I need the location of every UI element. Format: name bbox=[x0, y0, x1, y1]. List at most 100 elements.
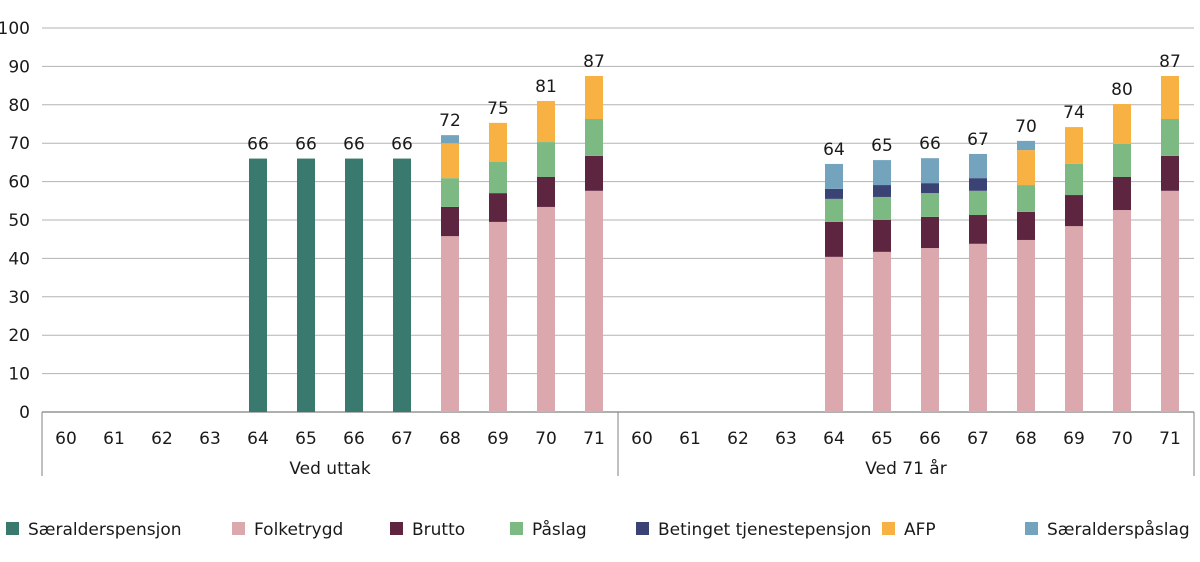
bar-segment bbox=[1017, 211, 1035, 240]
legend-label: Folketrygd bbox=[254, 520, 343, 540]
y-tick-label: 100 bbox=[0, 19, 30, 39]
bar-segment bbox=[441, 236, 459, 412]
total-label: 74 bbox=[1063, 103, 1085, 123]
bar-segment bbox=[825, 163, 843, 189]
bar-segment bbox=[825, 256, 843, 412]
legend-label: Betinget tjenestepensjon bbox=[658, 520, 871, 540]
x-tick-label: 64 bbox=[247, 429, 269, 449]
bar-segment bbox=[1113, 143, 1131, 177]
bar-segment bbox=[1065, 127, 1083, 164]
total-label: 64 bbox=[823, 140, 845, 160]
bar-segment bbox=[537, 176, 555, 207]
legend-swatch bbox=[510, 522, 523, 535]
bar-segment bbox=[1113, 104, 1131, 144]
bar-segment bbox=[873, 196, 891, 220]
bar-segment bbox=[873, 160, 891, 186]
total-label: 67 bbox=[967, 130, 989, 150]
bar-segment bbox=[1065, 163, 1083, 196]
bars bbox=[249, 76, 1179, 412]
x-tick-label: 69 bbox=[1063, 429, 1085, 449]
legend-label: Særalderspensjon bbox=[28, 520, 182, 540]
gridlines bbox=[42, 27, 1194, 413]
total-label: 80 bbox=[1111, 80, 1133, 100]
bar-segment bbox=[441, 143, 459, 179]
bar-segment bbox=[969, 190, 987, 216]
total-label: 87 bbox=[1159, 52, 1181, 72]
bar-segment bbox=[873, 220, 891, 252]
group-label: Ved 71 år bbox=[865, 458, 946, 479]
x-tick-label: 69 bbox=[487, 429, 509, 449]
bar-segment bbox=[489, 221, 507, 412]
y-tick-label: 60 bbox=[8, 173, 30, 193]
x-tick-label: 68 bbox=[1015, 429, 1037, 449]
x-tick-label: 64 bbox=[823, 429, 845, 449]
bar-segment bbox=[873, 251, 891, 412]
bar-segment bbox=[441, 206, 459, 237]
x-tick-label: 67 bbox=[967, 429, 989, 449]
y-tick-label: 80 bbox=[8, 96, 30, 116]
bar-segment bbox=[1065, 195, 1083, 227]
y-tick-label: 50 bbox=[8, 211, 30, 231]
x-tick-label: 70 bbox=[1111, 429, 1133, 449]
legend-swatch bbox=[1025, 522, 1038, 535]
legend: Særalderspensjon Folketrygd Brutto Påslag Be… bbox=[6, 519, 1190, 540]
y-tick-label: 0 bbox=[19, 403, 30, 423]
bar-segment bbox=[873, 185, 891, 197]
bar-segment bbox=[921, 158, 939, 184]
bar-segment bbox=[585, 76, 603, 120]
bar-segment bbox=[393, 158, 411, 412]
bar-segment bbox=[1017, 150, 1035, 186]
bar-segment bbox=[921, 193, 939, 217]
bar-segment bbox=[585, 155, 603, 191]
bar-segment bbox=[1161, 155, 1179, 191]
y-tick-label: 20 bbox=[8, 326, 30, 346]
bar-segment bbox=[969, 153, 987, 179]
bar-segment bbox=[825, 221, 843, 257]
bar-segment bbox=[1113, 176, 1131, 211]
bar-segment bbox=[585, 119, 603, 156]
bar-segment bbox=[1017, 140, 1035, 151]
x-tick-label: 65 bbox=[295, 429, 317, 449]
y-axis-tick-labels: 0 10 20 30 40 50 60 70 80 90 100 bbox=[0, 19, 30, 423]
total-label: 66 bbox=[391, 135, 413, 155]
bar-segment bbox=[249, 158, 267, 412]
total-label: 66 bbox=[919, 134, 941, 154]
total-label: 66 bbox=[343, 135, 365, 155]
x-tick-label: 66 bbox=[919, 429, 941, 449]
bar-segment bbox=[441, 135, 459, 144]
x-tick-label: 66 bbox=[343, 429, 365, 449]
y-tick-label: 90 bbox=[8, 57, 30, 77]
bar-segment bbox=[921, 248, 939, 412]
total-label: 72 bbox=[439, 111, 461, 131]
bar-segment bbox=[1161, 76, 1179, 120]
x-tick-label: 63 bbox=[775, 429, 797, 449]
bar-segment bbox=[825, 198, 843, 222]
bar-segment bbox=[1065, 226, 1083, 412]
x-tick-label: 71 bbox=[1159, 429, 1181, 449]
x-tick-label: 62 bbox=[151, 429, 173, 449]
bar-segment bbox=[489, 162, 507, 194]
bar-segment bbox=[1017, 185, 1035, 212]
bar-segment bbox=[537, 142, 555, 177]
x-tick-label: 61 bbox=[679, 429, 701, 449]
x-tick-label: 67 bbox=[391, 429, 413, 449]
x-tick-label: 63 bbox=[199, 429, 221, 449]
total-label: 66 bbox=[295, 135, 317, 155]
legend-label: Brutto bbox=[412, 520, 465, 540]
total-label: 75 bbox=[487, 99, 509, 119]
legend-swatch bbox=[636, 522, 649, 535]
bar-segment bbox=[1161, 119, 1179, 156]
bar-segment bbox=[969, 215, 987, 244]
y-tick-label: 40 bbox=[8, 249, 30, 269]
legend-swatch bbox=[232, 522, 245, 535]
y-tick-label: 30 bbox=[8, 288, 30, 308]
total-label: 70 bbox=[1015, 117, 1037, 137]
bar-segment bbox=[537, 206, 555, 412]
x-tick-label: 61 bbox=[103, 429, 125, 449]
bar-segment bbox=[1113, 210, 1131, 412]
bar-segment bbox=[585, 190, 603, 412]
bar-segment bbox=[825, 188, 843, 199]
total-labels: 66 66 66 66 72 75 81 87 64 65 66 67 70 74 80 87 bbox=[247, 52, 1181, 160]
bar-segment bbox=[441, 178, 459, 207]
x-tick-label: 60 bbox=[55, 429, 77, 449]
